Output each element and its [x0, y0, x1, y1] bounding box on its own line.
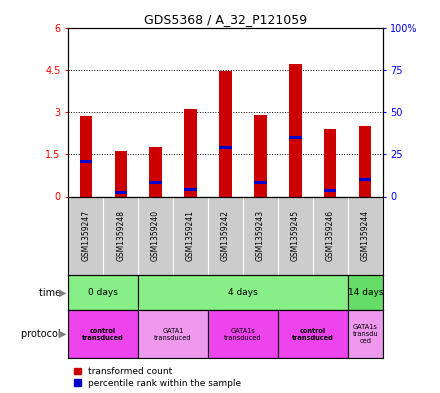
Text: 14 days: 14 days	[348, 288, 383, 297]
Text: GSM1359240: GSM1359240	[151, 210, 160, 261]
Text: 0 days: 0 days	[88, 288, 118, 297]
Text: protocol: protocol	[21, 329, 64, 339]
Text: control
transduced: control transduced	[292, 327, 334, 341]
Text: ▶: ▶	[59, 329, 67, 339]
Text: GATA1s
transdu
ced: GATA1s transdu ced	[352, 324, 378, 344]
Text: GSM1359241: GSM1359241	[186, 210, 195, 261]
Bar	[184, 188, 197, 191]
Bar	[184, 109, 197, 196]
Bar	[359, 178, 371, 181]
Bar	[138, 310, 208, 358]
Bar	[324, 129, 337, 196]
Text: GATA1s
transduced: GATA1s transduced	[224, 327, 262, 341]
Text: control
transduced: control transduced	[82, 327, 124, 341]
Text: GSM1359247: GSM1359247	[81, 210, 90, 261]
Bar	[138, 275, 348, 310]
Text: time: time	[39, 288, 64, 298]
Bar	[150, 147, 162, 196]
Bar	[254, 115, 267, 196]
Text: GSM1359244: GSM1359244	[361, 210, 370, 261]
Bar	[68, 310, 138, 358]
Bar	[114, 151, 127, 196]
Text: GSM1359245: GSM1359245	[291, 210, 300, 261]
Bar	[254, 181, 267, 184]
Text: GSM1359243: GSM1359243	[256, 210, 265, 261]
Text: GSM1359246: GSM1359246	[326, 210, 335, 261]
Bar	[348, 275, 383, 310]
Bar	[150, 181, 162, 184]
Title: GDS5368 / A_32_P121059: GDS5368 / A_32_P121059	[144, 13, 307, 26]
Bar	[68, 275, 138, 310]
Bar	[324, 189, 337, 192]
Bar	[359, 126, 371, 196]
Text: GSM1359248: GSM1359248	[116, 210, 125, 261]
Bar	[80, 160, 92, 163]
Legend: transformed count, percentile rank within the sample: transformed count, percentile rank withi…	[73, 366, 242, 389]
Bar	[348, 310, 383, 358]
Bar	[80, 116, 92, 196]
Text: GATA1
transduced: GATA1 transduced	[154, 327, 192, 341]
Bar	[220, 146, 231, 149]
Text: 4 days: 4 days	[228, 288, 258, 297]
Bar	[278, 310, 348, 358]
Bar	[289, 136, 301, 139]
Bar	[220, 71, 231, 196]
Bar	[114, 191, 127, 194]
Text: ▶: ▶	[59, 288, 67, 298]
Bar	[208, 310, 278, 358]
Text: GSM1359242: GSM1359242	[221, 210, 230, 261]
Bar	[289, 64, 301, 196]
